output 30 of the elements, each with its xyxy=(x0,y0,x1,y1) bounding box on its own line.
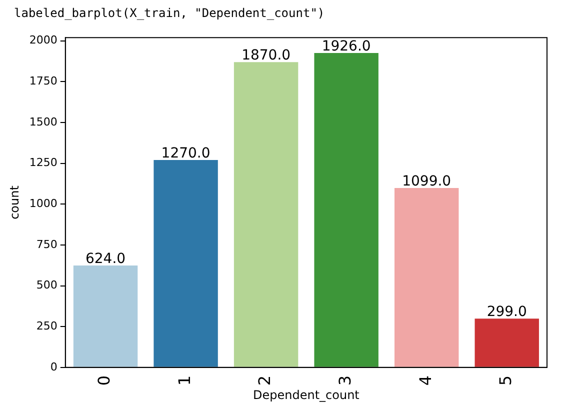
bar xyxy=(154,160,218,367)
y-tick-label: 1750 xyxy=(29,74,58,88)
y-tick-label: 1500 xyxy=(29,115,58,128)
data-label: 1870.0 xyxy=(242,48,291,64)
y-tick-label: 0 xyxy=(50,360,58,374)
x-tick-label: 4 xyxy=(416,375,435,386)
x-tick-label: 0 xyxy=(94,375,114,386)
y-tick-label: 750 xyxy=(36,238,58,251)
bar xyxy=(314,52,378,367)
data-label: 624.0 xyxy=(85,251,126,268)
y-tick-label: 1250 xyxy=(29,156,58,170)
bar xyxy=(474,318,539,367)
x-axis-title: Dependent_count xyxy=(252,388,360,402)
y-tick-label: 250 xyxy=(36,319,58,332)
x-tick-label: 3 xyxy=(335,375,354,386)
data-label: 1099.0 xyxy=(402,174,452,190)
x-tick-label: 1 xyxy=(174,375,194,386)
bar xyxy=(394,188,459,367)
bar xyxy=(73,266,138,367)
data-label: 1270.0 xyxy=(161,146,210,162)
x-tick-label: 2 xyxy=(255,375,274,386)
y-tick-label: 500 xyxy=(36,278,58,292)
bar xyxy=(234,62,298,367)
y-tick-label: 1000 xyxy=(29,197,58,210)
data-label: 1926.0 xyxy=(322,38,371,55)
y-axis-title: count xyxy=(7,185,22,220)
data-label: 299.0 xyxy=(486,304,527,320)
x-tick-label: 5 xyxy=(496,375,516,386)
text: labeled_barplot(X_train, "Dependent_count") xyxy=(13,5,326,22)
y-tick-label: 2000 xyxy=(29,34,58,47)
